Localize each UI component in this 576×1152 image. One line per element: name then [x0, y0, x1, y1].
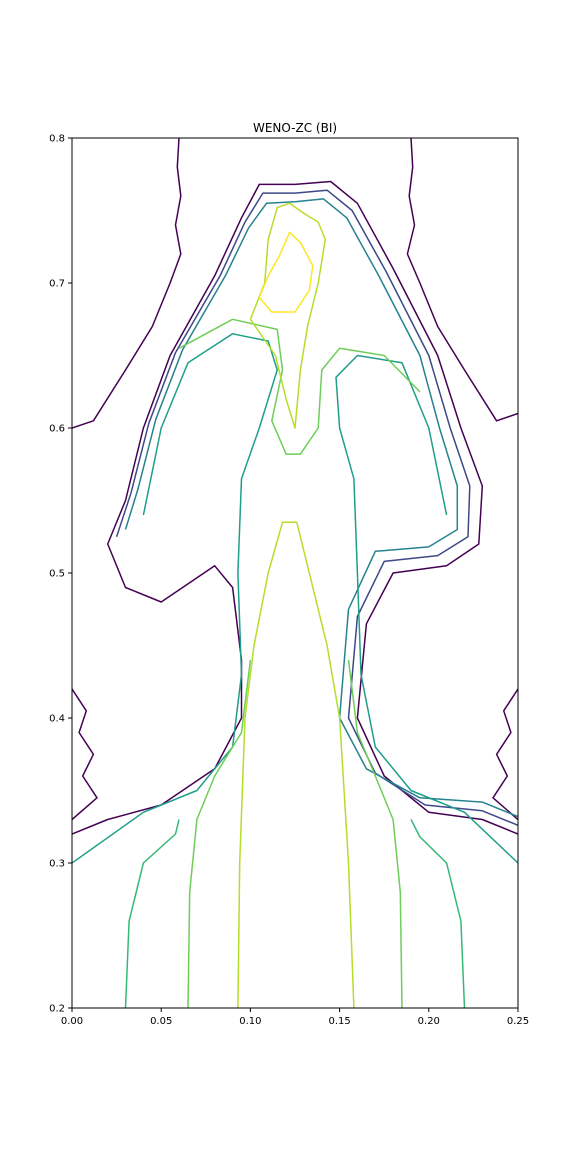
contour-lines: [72, 138, 518, 1008]
contour-line-16: [249, 202, 327, 429]
contour-line-7: [124, 198, 518, 818]
y-tick-label: 0.6: [49, 424, 65, 435]
x-tick-label: 0.10: [239, 1016, 261, 1027]
x-tick-label: 0.25: [507, 1016, 529, 1027]
x-axis: 0.00 0.05 0.10 0.15 0.20 0.25: [61, 1008, 529, 1027]
contour-line-9: [335, 354, 518, 864]
contour-line-14: [178, 318, 421, 455]
contour-line-3: [492, 688, 518, 821]
contour-line-0: [72, 138, 182, 429]
y-tick-label: 0.5: [49, 569, 65, 580]
y-axis: 0.2 0.3 0.4 0.5 0.6 0.7 0.8: [49, 134, 72, 1015]
chart-title: WENO-ZC (BI): [253, 121, 337, 135]
x-tick-label: 0.20: [418, 1016, 440, 1027]
y-tick-label: 0.3: [49, 859, 65, 870]
x-tick-label: 0.15: [328, 1016, 350, 1027]
contour-line-17: [258, 231, 314, 313]
contour-line-12: [187, 659, 252, 1008]
contour-line-15: [237, 521, 355, 1008]
contour-line-1: [406, 138, 518, 422]
contour-line-4: [107, 180, 518, 835]
contour-line-2: [72, 688, 98, 821]
x-tick-label: 0.00: [61, 1016, 83, 1027]
contour-line-10: [124, 819, 180, 1008]
y-tick-label: 0.8: [49, 134, 65, 145]
contour-line-11: [410, 819, 466, 1008]
contour-line-6: [115, 189, 518, 826]
y-tick-label: 0.4: [49, 714, 65, 725]
y-tick-label: 0.7: [49, 279, 65, 290]
contour-line-13: [347, 659, 403, 1008]
y-tick-label: 0.2: [49, 1004, 65, 1015]
x-tick-label: 0.05: [150, 1016, 172, 1027]
contour-line-8: [72, 333, 278, 864]
